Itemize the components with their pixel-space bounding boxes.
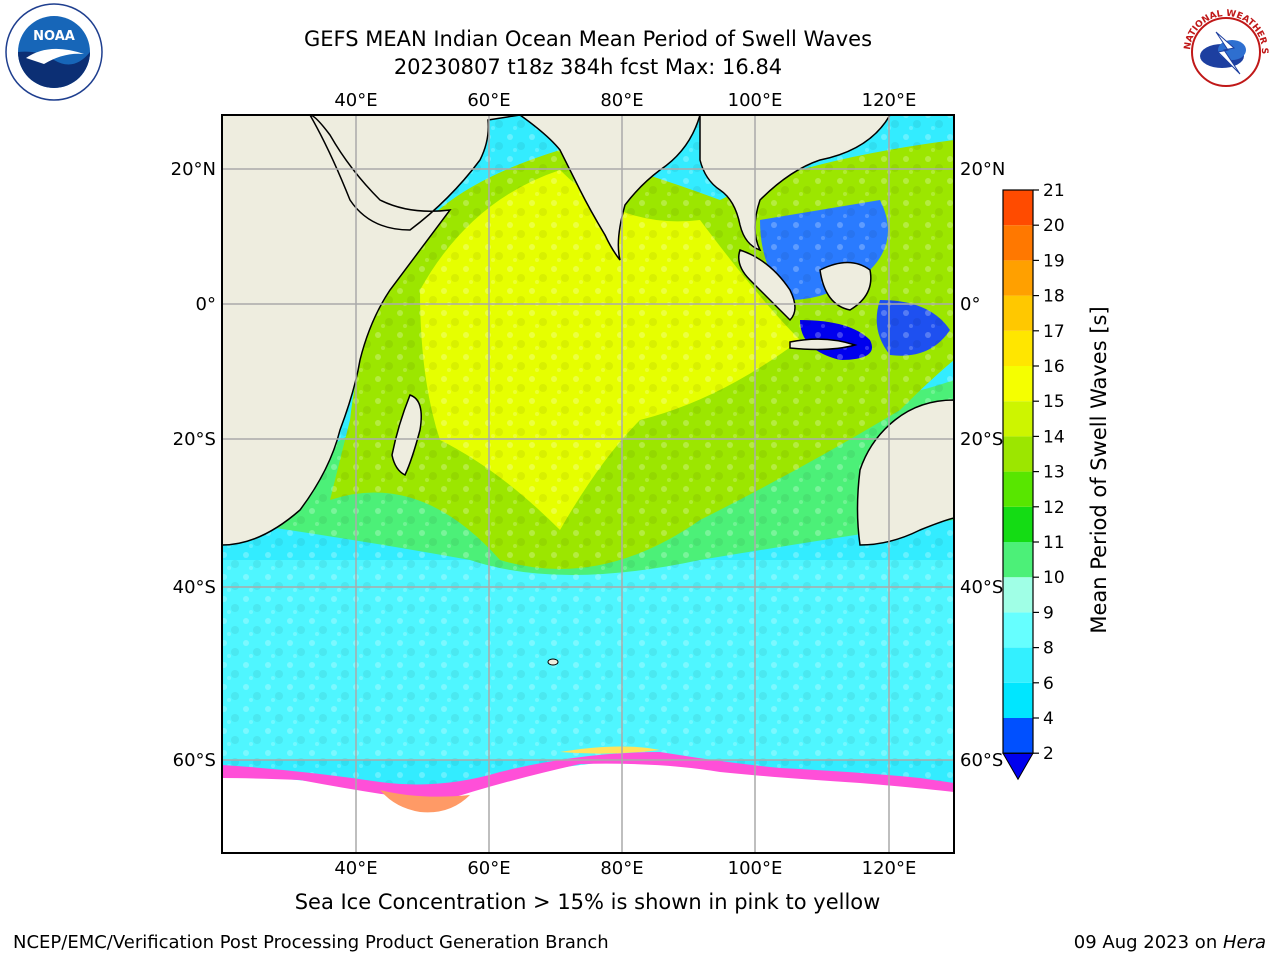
colorbar: 2 4 6 8 9 10 11 12 13 14 15 16 17 18 19 20 21 [1002,181,1065,781]
colorbar-tick-label: 19 [1043,251,1065,271]
colorbar-segment [1003,260,1033,296]
lon-label-top: 40°E [334,90,377,111]
lon-label-bottom: 80°E [600,858,643,879]
lat-label-left: 40°S [173,577,216,598]
colorbar-tick-label: 18 [1043,287,1065,307]
lon-label-top: 60°E [467,90,510,111]
land-india [518,115,701,261]
lat-label-right: 20°N [960,159,1005,180]
colorbar-under-triangle [1002,752,1034,781]
lat-label-right: 60°S [960,750,1003,771]
colorbar-segment [1003,330,1033,366]
sea-ice-orange-patch [380,790,470,813]
graticule [222,115,954,853]
colorbar-segment [1003,401,1033,437]
colorbar-tick-label: 20 [1043,216,1065,236]
colorbar-segment [1003,577,1033,613]
colorbar-segment [1003,542,1033,578]
land-australia [856,399,954,546]
colorbar-tick-label: 8 [1043,639,1054,659]
colorbar-segment [1003,295,1033,331]
lon-label-top: 120°E [862,90,917,111]
sea-ice-zone [222,760,954,853]
colorbar-label: Mean Period of Swell Waves [s] [1087,306,1111,633]
map-frame [221,114,955,854]
colorbar-segment [1003,647,1033,683]
noaa-logo: NOAA [5,3,103,101]
nws-logo: NATIONAL WEATHER SERVICE [1176,2,1274,100]
lon-labels-bottom: 40°E 60°E 80°E 100°E 120°E [334,858,916,879]
colorbar-segment [1003,506,1033,542]
land-madagascar [391,394,422,477]
lon-label-top: 100°E [728,90,783,111]
colorbar-tick-label: 2 [1043,744,1054,764]
land-java [789,338,858,351]
lon-labels-top: 40°E 60°E 80°E 100°E 120°E [334,90,916,111]
colorbar-tick-label: 4 [1043,709,1054,729]
colorbar-tick-label: 15 [1043,392,1065,412]
colorbar-tick-label: 14 [1043,427,1065,447]
land-africa-arabia [222,115,521,546]
lon-label-bottom: 120°E [862,858,917,879]
footer-credit: NCEP/EMC/Verification Post Processing Pr… [13,932,609,953]
colorbar-tick-label: 12 [1043,498,1065,518]
land-se-asia [699,115,891,252]
land-borneo [819,261,872,311]
lon-label-bottom: 100°E [728,858,783,879]
footer-date-text: 09 Aug 2023 on [1073,932,1223,953]
lon-label-top: 80°E [600,90,643,111]
lat-label-right: 0° [960,294,980,315]
lat-label-left: 0° [196,294,216,315]
colorbar-segment [1003,612,1033,648]
lat-label-left: 60°S [173,750,216,771]
lat-labels-left: 20°N 0° 20°S 40°S 60°S [171,159,216,771]
land-kerguelen [547,658,559,666]
lat-label-right: 20°S [960,429,1003,450]
lat-labels-right: 20°N 0° 20°S 40°S 60°S [960,159,1005,771]
sea-ice-note: Sea Ice Concentration > 15% is shown in … [294,890,881,914]
lon-label-bottom: 40°E [334,858,377,879]
colorbar-segment [1003,682,1033,718]
lat-label-left: 20°N [171,159,216,180]
sea-ice-yellow-patch [560,746,660,754]
footer-machine: Hera [1222,932,1266,953]
noaa-logo-text: NOAA [33,29,75,44]
lat-label-right: 40°S [960,577,1003,598]
colorbar-tick-label: 17 [1043,322,1065,342]
colorbar-segment [1003,366,1033,402]
colorbar-tick-label: 13 [1043,463,1065,483]
colorbar-tick-label: 6 [1043,674,1054,694]
land-sumatra [738,249,796,322]
colorbar-segment [1003,471,1033,507]
map-title: GEFS MEAN Indian Ocean Mean Period of Sw… [303,27,873,51]
colorbar-segment [1003,718,1033,754]
colorbar-tick-label: 21 [1043,181,1065,201]
lon-label-bottom: 60°E [467,858,510,879]
footer-date: 09 Aug 2023 on Hera [1074,932,1266,953]
colorbar-tick-label: 11 [1043,533,1065,553]
map-subtitle: 20230807 t18z 384h fcst Max: 16.84 [393,55,783,79]
lat-label-left: 20°S [173,429,216,450]
colorbar-segment [1003,436,1033,472]
colorbar-tick-label: 16 [1043,357,1065,377]
sea-ice-edge [222,752,954,802]
colorbar-segment [1003,225,1033,261]
colorbar-segment [1003,190,1033,226]
colorbar-tick-label: 10 [1043,568,1065,588]
colorbar-tick-label: 9 [1043,603,1054,623]
